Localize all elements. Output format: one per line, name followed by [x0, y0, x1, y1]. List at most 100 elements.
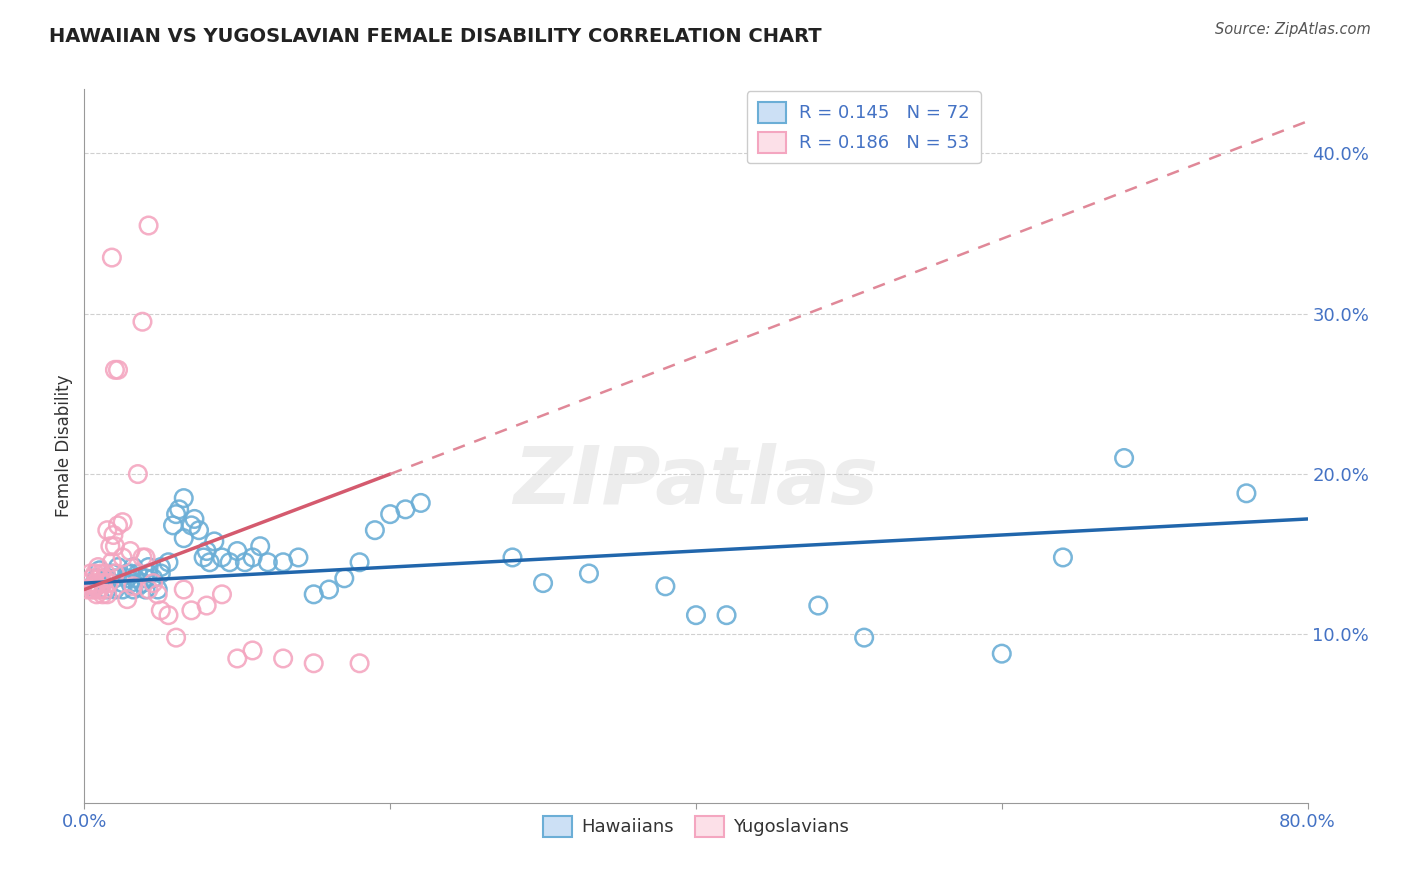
Point: [86, 571, 108, 585]
Point: [80, 582, 103, 597]
Point: [218, 555, 240, 569]
Point: [149, 560, 172, 574]
Point: [120, 566, 142, 581]
Point: [111, 550, 134, 565]
Point: [91, 587, 114, 601]
Point: [104, 539, 127, 553]
Point: [111, 576, 134, 591]
Point: [103, 528, 125, 542]
Point: [1236, 486, 1258, 500]
Point: [138, 560, 160, 574]
Point: [167, 502, 190, 516]
Point: [104, 571, 127, 585]
Point: [131, 315, 153, 329]
Point: [142, 571, 165, 585]
Point: [183, 512, 205, 526]
Point: [685, 608, 707, 623]
Point: [242, 550, 264, 565]
Point: [409, 496, 432, 510]
Point: [94, 566, 117, 581]
Point: [271, 651, 294, 665]
Point: [93, 582, 115, 597]
Point: [107, 518, 129, 533]
Point: [364, 523, 387, 537]
Point: [120, 576, 142, 591]
Point: [80, 571, 103, 585]
Point: [83, 582, 105, 597]
Point: [135, 550, 157, 565]
Point: [83, 579, 105, 593]
Point: [502, 550, 524, 565]
Point: [146, 582, 169, 597]
Point: [87, 582, 110, 597]
Point: [89, 571, 111, 585]
Point: [84, 576, 107, 591]
Point: [349, 555, 371, 569]
Point: [157, 555, 180, 569]
Point: [101, 555, 124, 569]
Point: [211, 550, 233, 565]
Point: [180, 603, 202, 617]
Point: [173, 582, 195, 597]
Point: [226, 651, 249, 665]
Text: Source: ZipAtlas.com: Source: ZipAtlas.com: [1215, 22, 1371, 37]
Point: [193, 550, 215, 565]
Point: [211, 587, 233, 601]
Point: [104, 363, 127, 377]
Point: [124, 571, 146, 585]
Point: [80, 579, 103, 593]
Point: [86, 579, 108, 593]
Point: [127, 566, 149, 581]
Point: [101, 566, 124, 581]
Point: [1052, 550, 1074, 565]
Point: [96, 582, 118, 597]
Point: [122, 560, 145, 574]
Point: [149, 603, 172, 617]
Point: [107, 560, 129, 574]
Point: [98, 539, 121, 553]
Point: [115, 566, 138, 581]
Point: [188, 523, 211, 537]
Point: [104, 566, 127, 581]
Point: [531, 576, 554, 591]
Point: [111, 515, 134, 529]
Point: [202, 534, 225, 549]
Point: [1114, 450, 1136, 465]
Point: [233, 555, 256, 569]
Point: [93, 571, 115, 585]
Point: [87, 560, 110, 574]
Point: [198, 555, 221, 569]
Point: [127, 467, 149, 481]
Point: [86, 587, 108, 601]
Point: [716, 608, 738, 623]
Point: [122, 579, 145, 593]
Point: [77, 576, 100, 591]
Point: [79, 566, 101, 581]
Point: [120, 544, 142, 558]
Point: [180, 518, 202, 533]
Point: [76, 582, 98, 597]
Point: [380, 507, 402, 521]
Point: [654, 579, 676, 593]
Y-axis label: Female Disability: Female Disability: [55, 375, 73, 517]
Text: ZIPatlas: ZIPatlas: [513, 442, 879, 521]
Point: [157, 608, 180, 623]
Point: [101, 251, 124, 265]
Point: [122, 582, 145, 597]
Point: [104, 582, 127, 597]
Point: [257, 555, 280, 569]
Point: [131, 576, 153, 591]
Point: [91, 576, 114, 591]
Point: [107, 363, 129, 377]
Point: [127, 579, 149, 593]
Point: [97, 576, 120, 591]
Point: [90, 566, 112, 581]
Point: [287, 550, 309, 565]
Point: [162, 518, 184, 533]
Point: [115, 592, 138, 607]
Point: [111, 582, 134, 597]
Point: [89, 563, 111, 577]
Text: HAWAIIAN VS YUGOSLAVIAN FEMALE DISABILITY CORRELATION CHART: HAWAIIAN VS YUGOSLAVIAN FEMALE DISABILIT…: [49, 27, 823, 45]
Point: [578, 566, 600, 581]
Point: [195, 544, 218, 558]
